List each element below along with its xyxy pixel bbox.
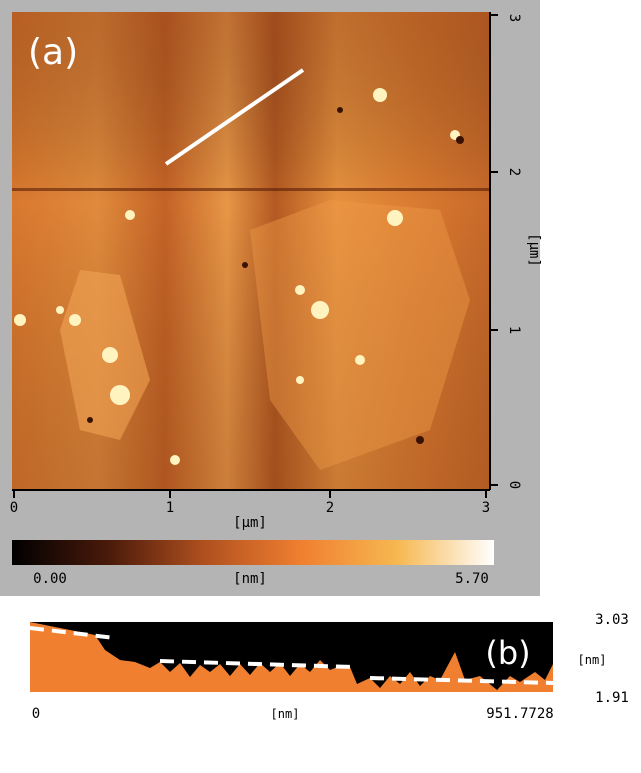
y-axis-unit: [µm] bbox=[526, 233, 542, 267]
colorbar-unit: [nm] bbox=[233, 571, 267, 587]
y-tick-label: 2 bbox=[506, 168, 522, 176]
y-unit-label: [nm] bbox=[578, 653, 607, 667]
y-max-label: 3.03 bbox=[595, 612, 629, 628]
panel-label: (b) bbox=[485, 634, 530, 672]
x-tick-label: 2 bbox=[326, 500, 334, 516]
x-unit-label: [nm] bbox=[271, 707, 300, 721]
colorbar-max: 5.70 bbox=[455, 571, 489, 587]
afm-image: (a) bbox=[12, 12, 490, 490]
colorbar bbox=[12, 540, 494, 565]
panel-label: (a) bbox=[28, 32, 78, 73]
y-min-label: 1.91 bbox=[595, 690, 629, 706]
y-axis bbox=[489, 12, 498, 490]
x-axis bbox=[12, 489, 490, 498]
x-max-label: 951.7728 bbox=[486, 706, 553, 722]
step-guides bbox=[29, 626, 554, 685]
x-tick-label: 0 bbox=[10, 500, 18, 516]
profile-area bbox=[30, 622, 553, 692]
y-tick-label: 0 bbox=[506, 481, 522, 489]
profile-line bbox=[164, 68, 305, 166]
colorbar-min: 0.00 bbox=[33, 571, 67, 587]
x-tick-label: 3 bbox=[482, 500, 490, 516]
x-min-label: 0 bbox=[32, 706, 40, 722]
x-axis-unit: [µm] bbox=[233, 515, 267, 531]
x-tick-label: 1 bbox=[166, 500, 174, 516]
y-tick-label: 1 bbox=[506, 326, 522, 334]
y-tick-label: 3 bbox=[506, 14, 522, 22]
